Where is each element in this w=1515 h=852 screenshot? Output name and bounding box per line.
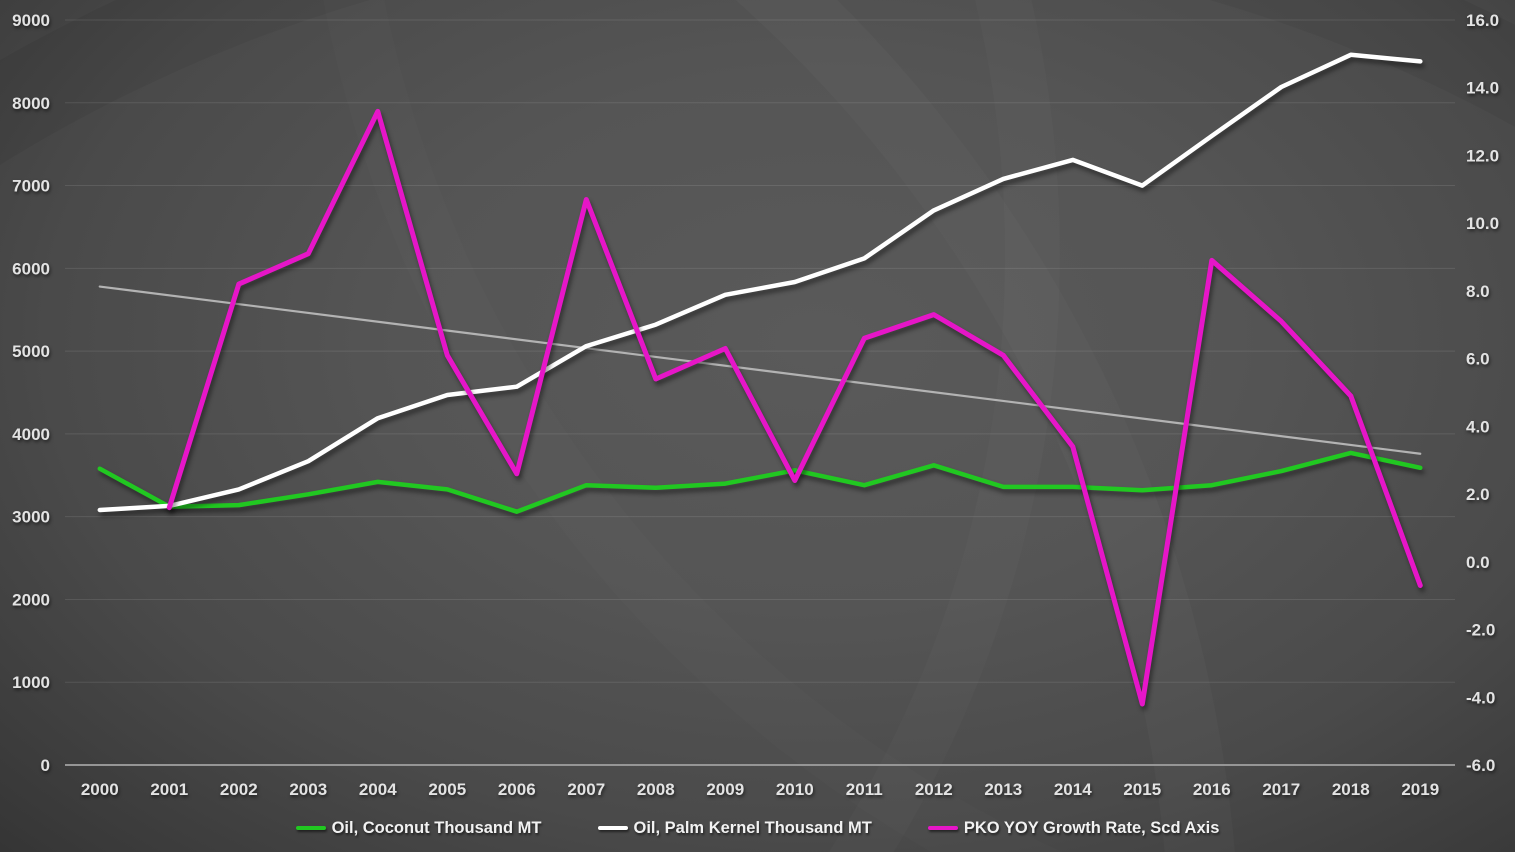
left-axis-tick: 6000 xyxy=(12,259,50,278)
right-axis-tick: 6.0 xyxy=(1466,350,1490,369)
x-axis-tick: 2015 xyxy=(1123,780,1161,799)
x-axis-tick: 2007 xyxy=(567,780,605,799)
right-axis-tick: 12.0 xyxy=(1466,146,1499,165)
series-line-pko-yoy-growth-rate-scd-axis[interactable] xyxy=(166,108,1423,707)
x-axis-tick: 2008 xyxy=(637,780,675,799)
right-axis-tick: 8.0 xyxy=(1466,282,1490,301)
x-axis-tick: 2017 xyxy=(1262,780,1300,799)
series-line-oil-coconut-thousand-mt[interactable] xyxy=(97,450,1423,514)
left-axis-tick: 1000 xyxy=(12,673,50,692)
right-axis-tick: -4.0 xyxy=(1466,688,1495,707)
left-axis-tick: 0 xyxy=(41,756,50,775)
x-axis-tick: 2003 xyxy=(289,780,327,799)
right-axis-tick: 10.0 xyxy=(1466,214,1499,233)
x-axis-tick: 2011 xyxy=(846,780,883,799)
right-axis-tick: 2.0 xyxy=(1466,485,1490,504)
x-axis-tick: 2014 xyxy=(1054,780,1092,799)
legend-swatch-palm-kernel-oil xyxy=(597,825,628,831)
x-axis-tick: 2001 xyxy=(150,780,188,799)
right-axis-tick: 4.0 xyxy=(1466,417,1490,436)
legend-label-palm-kernel-oil: Oil, Palm Kernel Thousand MT xyxy=(633,818,872,837)
right-axis-tick: 0.0 xyxy=(1466,553,1490,572)
x-axis-tick: 2004 xyxy=(359,780,397,799)
x-axis-tick: 2002 xyxy=(220,780,258,799)
legend-label-coconut-oil: Oil, Coconut Thousand MT xyxy=(331,818,542,837)
x-axis-tick: 2000 xyxy=(81,780,119,799)
x-axis-tick: 2010 xyxy=(776,780,814,799)
x-axis-tick: 2009 xyxy=(706,780,744,799)
x-axis-tick: 2006 xyxy=(498,780,536,799)
legend-item-palm-kernel-oil[interactable]: Oil, Palm Kernel Thousand MT xyxy=(597,818,872,838)
chart-legend: Oil, Coconut Thousand MT Oil, Palm Kerne… xyxy=(0,812,1515,844)
left-axis-tick: 7000 xyxy=(12,177,50,196)
x-axis-tick: 2016 xyxy=(1193,780,1231,799)
left-axis-tick: 8000 xyxy=(12,94,50,113)
legend-label-pko-yoy-growth: PKO YOY Growth Rate, Scd Axis xyxy=(963,818,1220,837)
right-axis-tick: -6.0 xyxy=(1466,756,1495,775)
legend-item-pko-yoy-growth[interactable]: PKO YOY Growth Rate, Scd Axis xyxy=(927,818,1220,838)
x-axis-tick: 2005 xyxy=(428,780,466,799)
left-axis-tick: 5000 xyxy=(12,342,50,361)
series-line-oil-palm-kernel-thousand-mt[interactable] xyxy=(97,52,1423,513)
x-axis-tick: 2012 xyxy=(915,780,953,799)
right-axis-tick: -2.0 xyxy=(1466,621,1495,640)
left-axis-tick: 9000 xyxy=(12,11,50,30)
x-axis-tick: 2013 xyxy=(984,780,1022,799)
x-axis-tick: 2019 xyxy=(1401,780,1439,799)
left-axis-tick: 4000 xyxy=(12,425,50,444)
left-axis-tick: 2000 xyxy=(12,590,50,609)
legend-swatch-pko-yoy-growth xyxy=(927,825,958,831)
legend-item-coconut-oil[interactable]: Oil, Coconut Thousand MT xyxy=(295,818,542,838)
trendline[interactable] xyxy=(98,285,1422,455)
right-axis-tick: 14.0 xyxy=(1466,79,1499,98)
left-axis-tick: 3000 xyxy=(12,508,50,527)
right-axis-tick: 16.0 xyxy=(1466,11,1499,30)
x-axis-tick: 2018 xyxy=(1332,780,1370,799)
legend-swatch-coconut-oil xyxy=(295,825,326,831)
